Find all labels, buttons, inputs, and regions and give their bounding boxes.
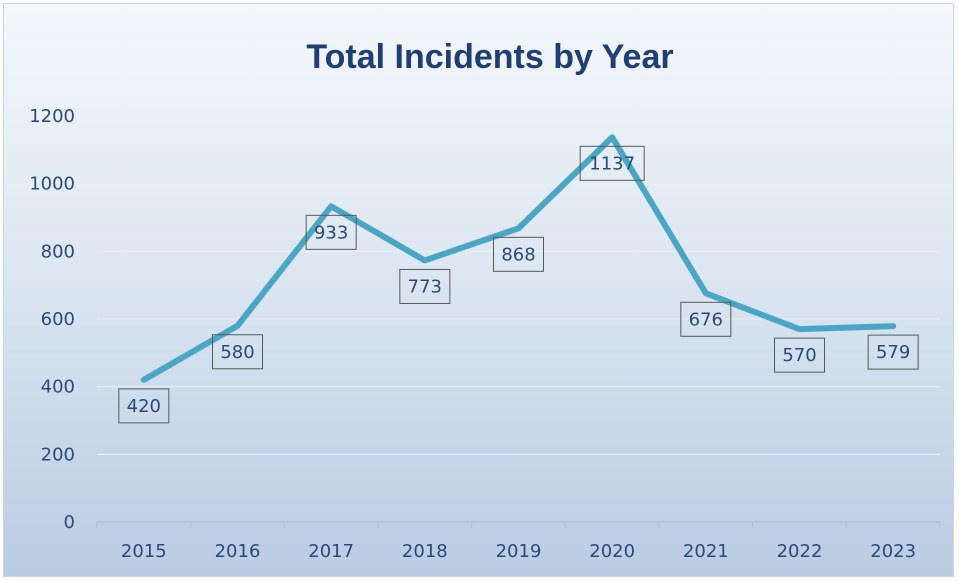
x-tick-label: 2018 — [402, 541, 448, 562]
x-tick-label: 2023 — [870, 541, 916, 562]
y-tick-label: 1000 — [29, 174, 75, 195]
x-tick-label: 2017 — [308, 541, 354, 562]
x-axis-tick-labels: 2015 2016 2017 2018 2019 2020 2021 2022 2023 — [96, 522, 941, 562]
chart-frame — [3, 3, 954, 577]
series-line — [140, 134, 897, 383]
x-tick-label: 2020 — [589, 541, 635, 562]
data-label-text: 676 — [689, 309, 723, 330]
x-tick-label: 2022 — [777, 541, 823, 562]
data-label: 676 — [680, 301, 732, 337]
y-tick-label: 200 — [41, 444, 75, 465]
y-tick-label: 800 — [41, 241, 75, 262]
data-label: 579 — [867, 334, 919, 370]
data-label-text: 933 — [314, 222, 348, 243]
data-label-text: 570 — [782, 345, 816, 366]
x-tick-label: 2021 — [683, 541, 729, 562]
data-label-text: 420 — [127, 396, 161, 417]
data-label-text: 1137 — [589, 153, 635, 174]
data-labels: 420 580 933 773 868 1137 676 570 579 — [118, 145, 919, 424]
x-tick-label: 2015 — [121, 541, 167, 562]
data-label-box — [493, 236, 544, 272]
data-label: 773 — [399, 268, 451, 304]
x-tick-label: 2016 — [215, 541, 261, 562]
data-label-box — [212, 334, 263, 370]
y-tick-label: 1200 — [29, 106, 75, 127]
data-label: 1137 — [579, 145, 645, 181]
data-label-box — [118, 388, 170, 424]
series — [140, 134, 897, 383]
gridlines — [97, 115, 940, 523]
data-label-box — [774, 337, 825, 373]
data-label: 420 — [118, 388, 170, 424]
y-tick-label: 0 — [64, 512, 75, 533]
x-tick-label: 2019 — [496, 541, 542, 562]
data-label-text: 579 — [876, 342, 910, 363]
data-label-box — [305, 214, 357, 250]
data-label-box — [680, 301, 732, 337]
data-label-text: 773 — [408, 276, 442, 297]
data-label: 580 — [212, 334, 263, 370]
data-label: 868 — [493, 236, 544, 272]
data-label-box — [399, 268, 451, 304]
y-tick-label: 400 — [41, 377, 75, 398]
data-label: 570 — [774, 337, 825, 373]
y-axis-tick-labels: 0 200 400 600 800 1000 1200 — [29, 106, 75, 533]
chart-title: Total Incidents by Year — [306, 38, 673, 76]
data-label-box — [867, 334, 919, 370]
data-label: 933 — [305, 214, 357, 250]
data-label-box — [579, 145, 645, 181]
data-label-text: 868 — [501, 244, 535, 265]
data-label-text: 580 — [220, 342, 254, 363]
y-tick-label: 600 — [41, 309, 75, 330]
